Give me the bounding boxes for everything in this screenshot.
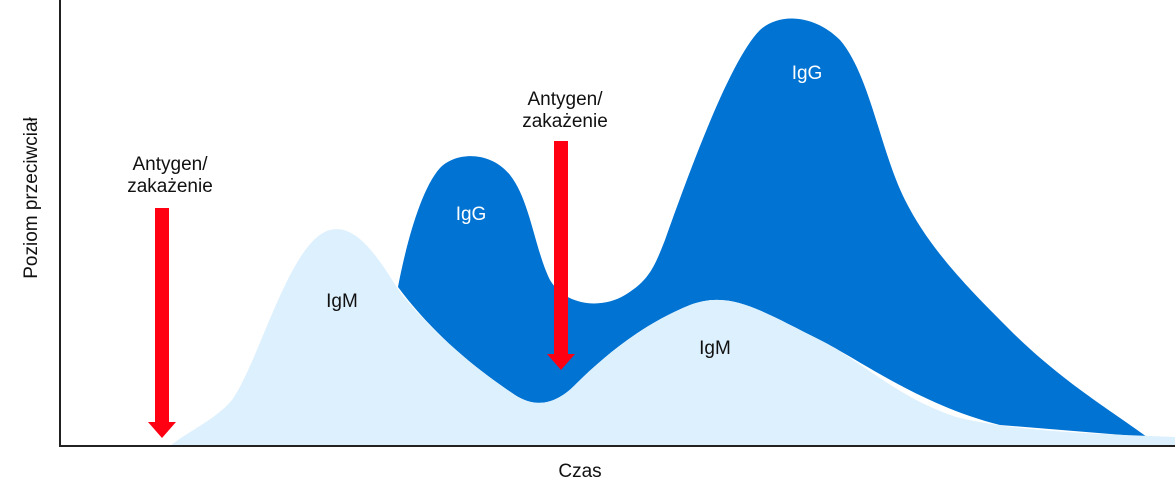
y-axis-label: Poziom przeciwciał (21, 116, 42, 278)
igm-area (170, 229, 1175, 446)
event-label-2-line1: Antygen/ (528, 89, 604, 110)
event-label-1-line1: Antygen/ (133, 154, 209, 175)
igg-area (398, 18, 1147, 438)
igg-secondary-label: IgG (792, 63, 823, 84)
arrow-second-infection (547, 141, 575, 370)
igg-primary-label: IgG (456, 204, 487, 225)
igm-primary-label: IgM (326, 291, 358, 312)
x-axis-label: Czas (558, 461, 601, 482)
event-label-2-line2: zakażenie (522, 111, 608, 132)
arrow-first-infection (148, 208, 176, 438)
event-label-1-line2: zakażenie (127, 176, 213, 197)
igm-secondary-label: IgM (699, 338, 731, 359)
